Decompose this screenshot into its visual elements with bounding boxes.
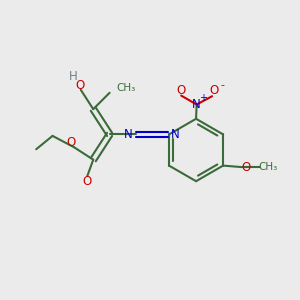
Text: N: N xyxy=(192,98,201,111)
Text: O: O xyxy=(82,175,91,188)
Text: CH₃: CH₃ xyxy=(259,162,278,172)
Text: CH₃: CH₃ xyxy=(116,83,135,93)
Text: N: N xyxy=(124,128,133,141)
Text: O: O xyxy=(66,136,76,148)
Text: O: O xyxy=(176,84,185,97)
Text: O: O xyxy=(210,84,219,98)
Text: +: + xyxy=(199,93,207,103)
Text: O: O xyxy=(76,79,85,92)
Text: H: H xyxy=(69,70,78,83)
Text: N: N xyxy=(171,128,180,141)
Text: O: O xyxy=(241,160,250,174)
Text: -: - xyxy=(220,80,224,90)
